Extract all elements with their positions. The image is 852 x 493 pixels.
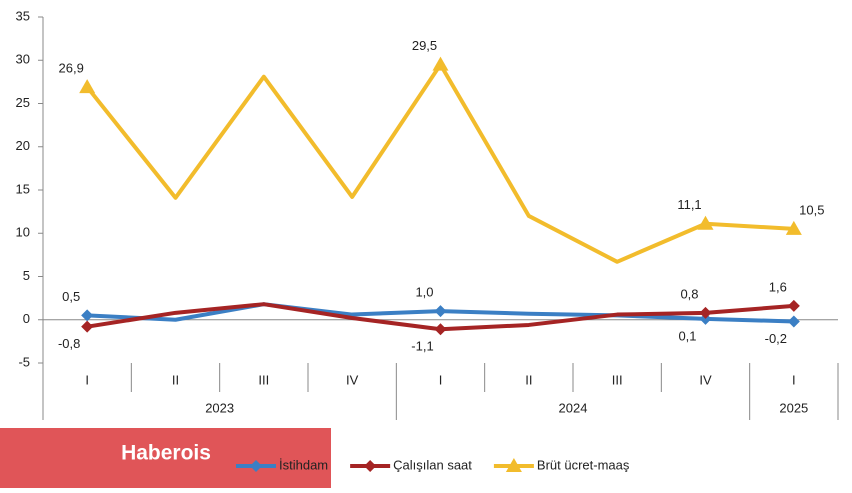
y-tick-label: 20	[16, 138, 30, 153]
x-tick-label: IV	[699, 372, 712, 387]
point	[250, 460, 262, 472]
point	[81, 309, 94, 322]
point	[434, 305, 447, 318]
value-label: 26,9	[59, 61, 84, 76]
legend-label: Brüt ücret-maaş	[537, 457, 630, 472]
series-line	[85, 62, 794, 264]
group-label: 2025	[779, 400, 808, 415]
value-label: 29,5	[412, 38, 437, 53]
point	[434, 323, 447, 336]
value-label: 11,1	[677, 197, 701, 212]
point	[79, 79, 96, 94]
point	[787, 299, 800, 312]
value-label: 0,1	[678, 328, 696, 343]
watermark-box	[0, 428, 331, 488]
y-tick-label: -5	[18, 354, 30, 369]
legend-label: İstihdam	[279, 457, 328, 472]
y-tick-label: 30	[16, 52, 30, 67]
y-tick-label: 25	[16, 95, 30, 110]
x-tick-label: III	[612, 372, 623, 387]
value-label: 0,8	[680, 286, 698, 301]
point	[697, 215, 714, 230]
point	[81, 320, 94, 333]
group-label: 2023	[205, 400, 234, 415]
point	[787, 315, 800, 328]
x-tick-label: III	[258, 372, 269, 387]
x-tick-label: II	[172, 372, 179, 387]
point	[699, 312, 712, 325]
y-tick-label: 10	[16, 225, 30, 240]
y-tick-label: 15	[16, 181, 30, 196]
point	[364, 460, 377, 472]
value-label: 1,0	[415, 285, 433, 300]
value-label: -0,8	[58, 336, 80, 351]
x-tick-label: I	[85, 372, 89, 387]
x-tick-label: IV	[346, 372, 359, 387]
y-tick-label: 0	[23, 311, 30, 326]
x-tick-label: I	[439, 372, 443, 387]
group-label: 2024	[559, 400, 588, 415]
x-tick-label: I	[792, 372, 796, 387]
point	[699, 306, 712, 319]
y-tick-label: 5	[23, 268, 30, 283]
x-tick-label: II	[525, 372, 532, 387]
point	[505, 458, 522, 472]
y-tick-label: 35	[16, 8, 30, 23]
value-label: 10,5	[799, 202, 824, 217]
legend-label: Çalışılan saat	[393, 457, 472, 472]
point	[432, 56, 449, 71]
value-label: -0,2	[765, 331, 787, 346]
value-label: -1,1	[411, 339, 433, 354]
value-label: 0,5	[62, 289, 80, 304]
value-label: 1,6	[769, 279, 787, 294]
point	[785, 220, 802, 235]
watermark: Haberois	[121, 442, 211, 465]
